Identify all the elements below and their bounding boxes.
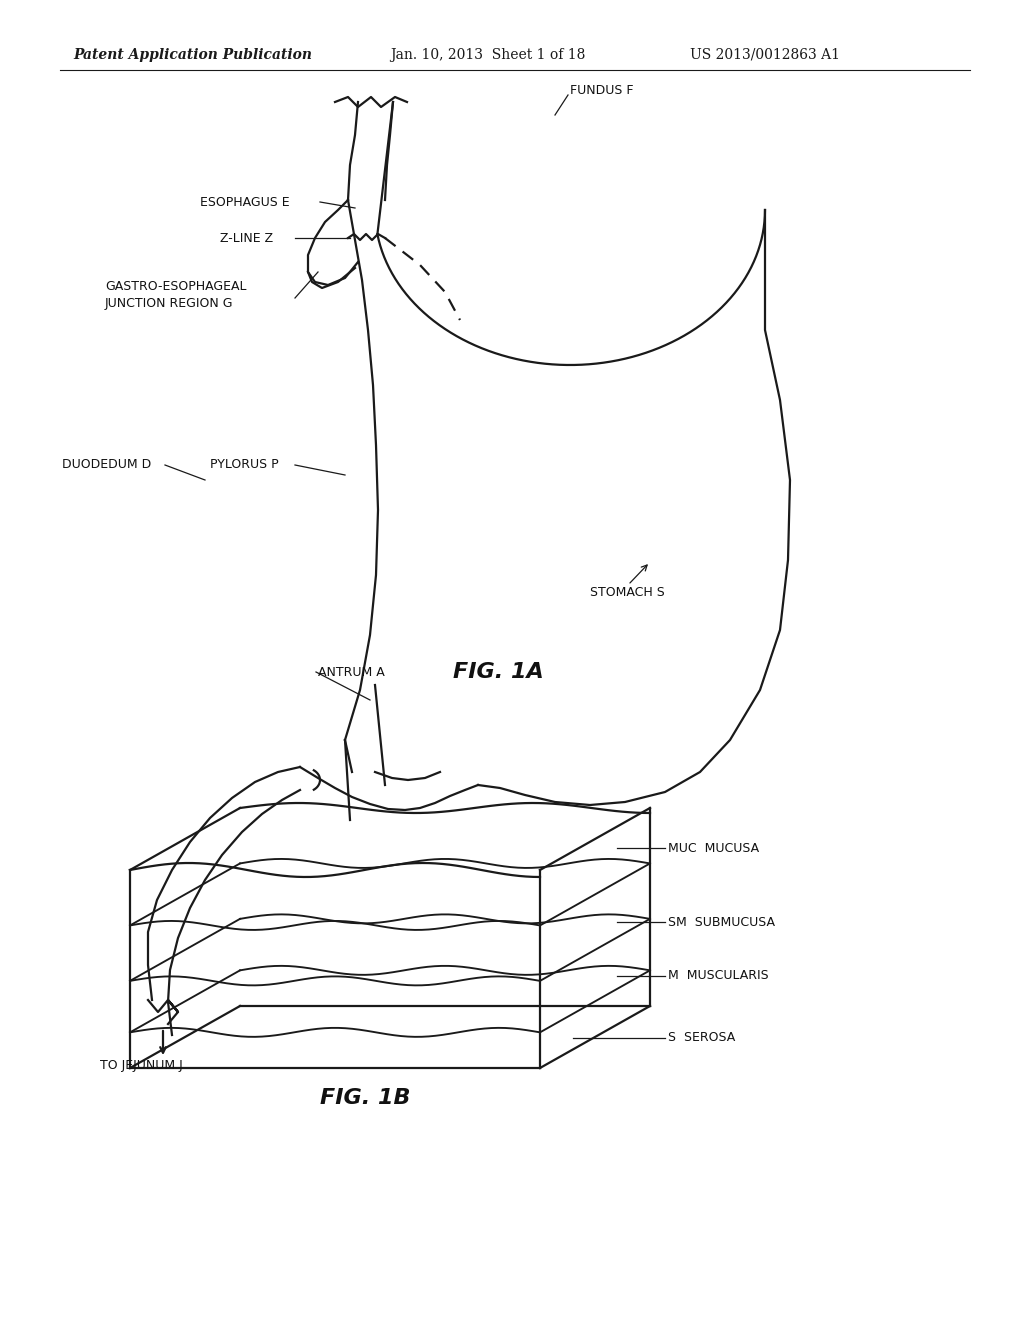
Text: GASTRO-ESOPHAGEAL
JUNCTION REGION G: GASTRO-ESOPHAGEAL JUNCTION REGION G xyxy=(105,280,247,310)
Text: FIG. 1B: FIG. 1B xyxy=(319,1088,411,1107)
Text: Patent Application Publication: Patent Application Publication xyxy=(73,48,312,62)
Text: US 2013/0012863 A1: US 2013/0012863 A1 xyxy=(690,48,840,62)
Text: FUNDUS F: FUNDUS F xyxy=(570,83,634,96)
Text: S  SEROSA: S SEROSA xyxy=(668,1031,735,1044)
Text: ANTRUM A: ANTRUM A xyxy=(318,665,385,678)
Text: STOMACH S: STOMACH S xyxy=(590,586,665,598)
Text: TO JEJUNUM J: TO JEJUNUM J xyxy=(100,1059,182,1072)
Text: M  MUSCULARIS: M MUSCULARIS xyxy=(668,969,769,982)
Text: Jan. 10, 2013  Sheet 1 of 18: Jan. 10, 2013 Sheet 1 of 18 xyxy=(390,48,586,62)
Text: SM  SUBMUCUSA: SM SUBMUCUSA xyxy=(668,916,775,929)
Text: DUODEDUM D: DUODEDUM D xyxy=(62,458,152,471)
Text: PYLORUS P: PYLORUS P xyxy=(210,458,279,471)
Text: FIG. 1A: FIG. 1A xyxy=(453,663,544,682)
Text: Z-LINE Z: Z-LINE Z xyxy=(220,231,273,244)
Text: ESOPHAGUS E: ESOPHAGUS E xyxy=(200,195,290,209)
Text: MUC  MUCUSA: MUC MUCUSA xyxy=(668,842,759,854)
